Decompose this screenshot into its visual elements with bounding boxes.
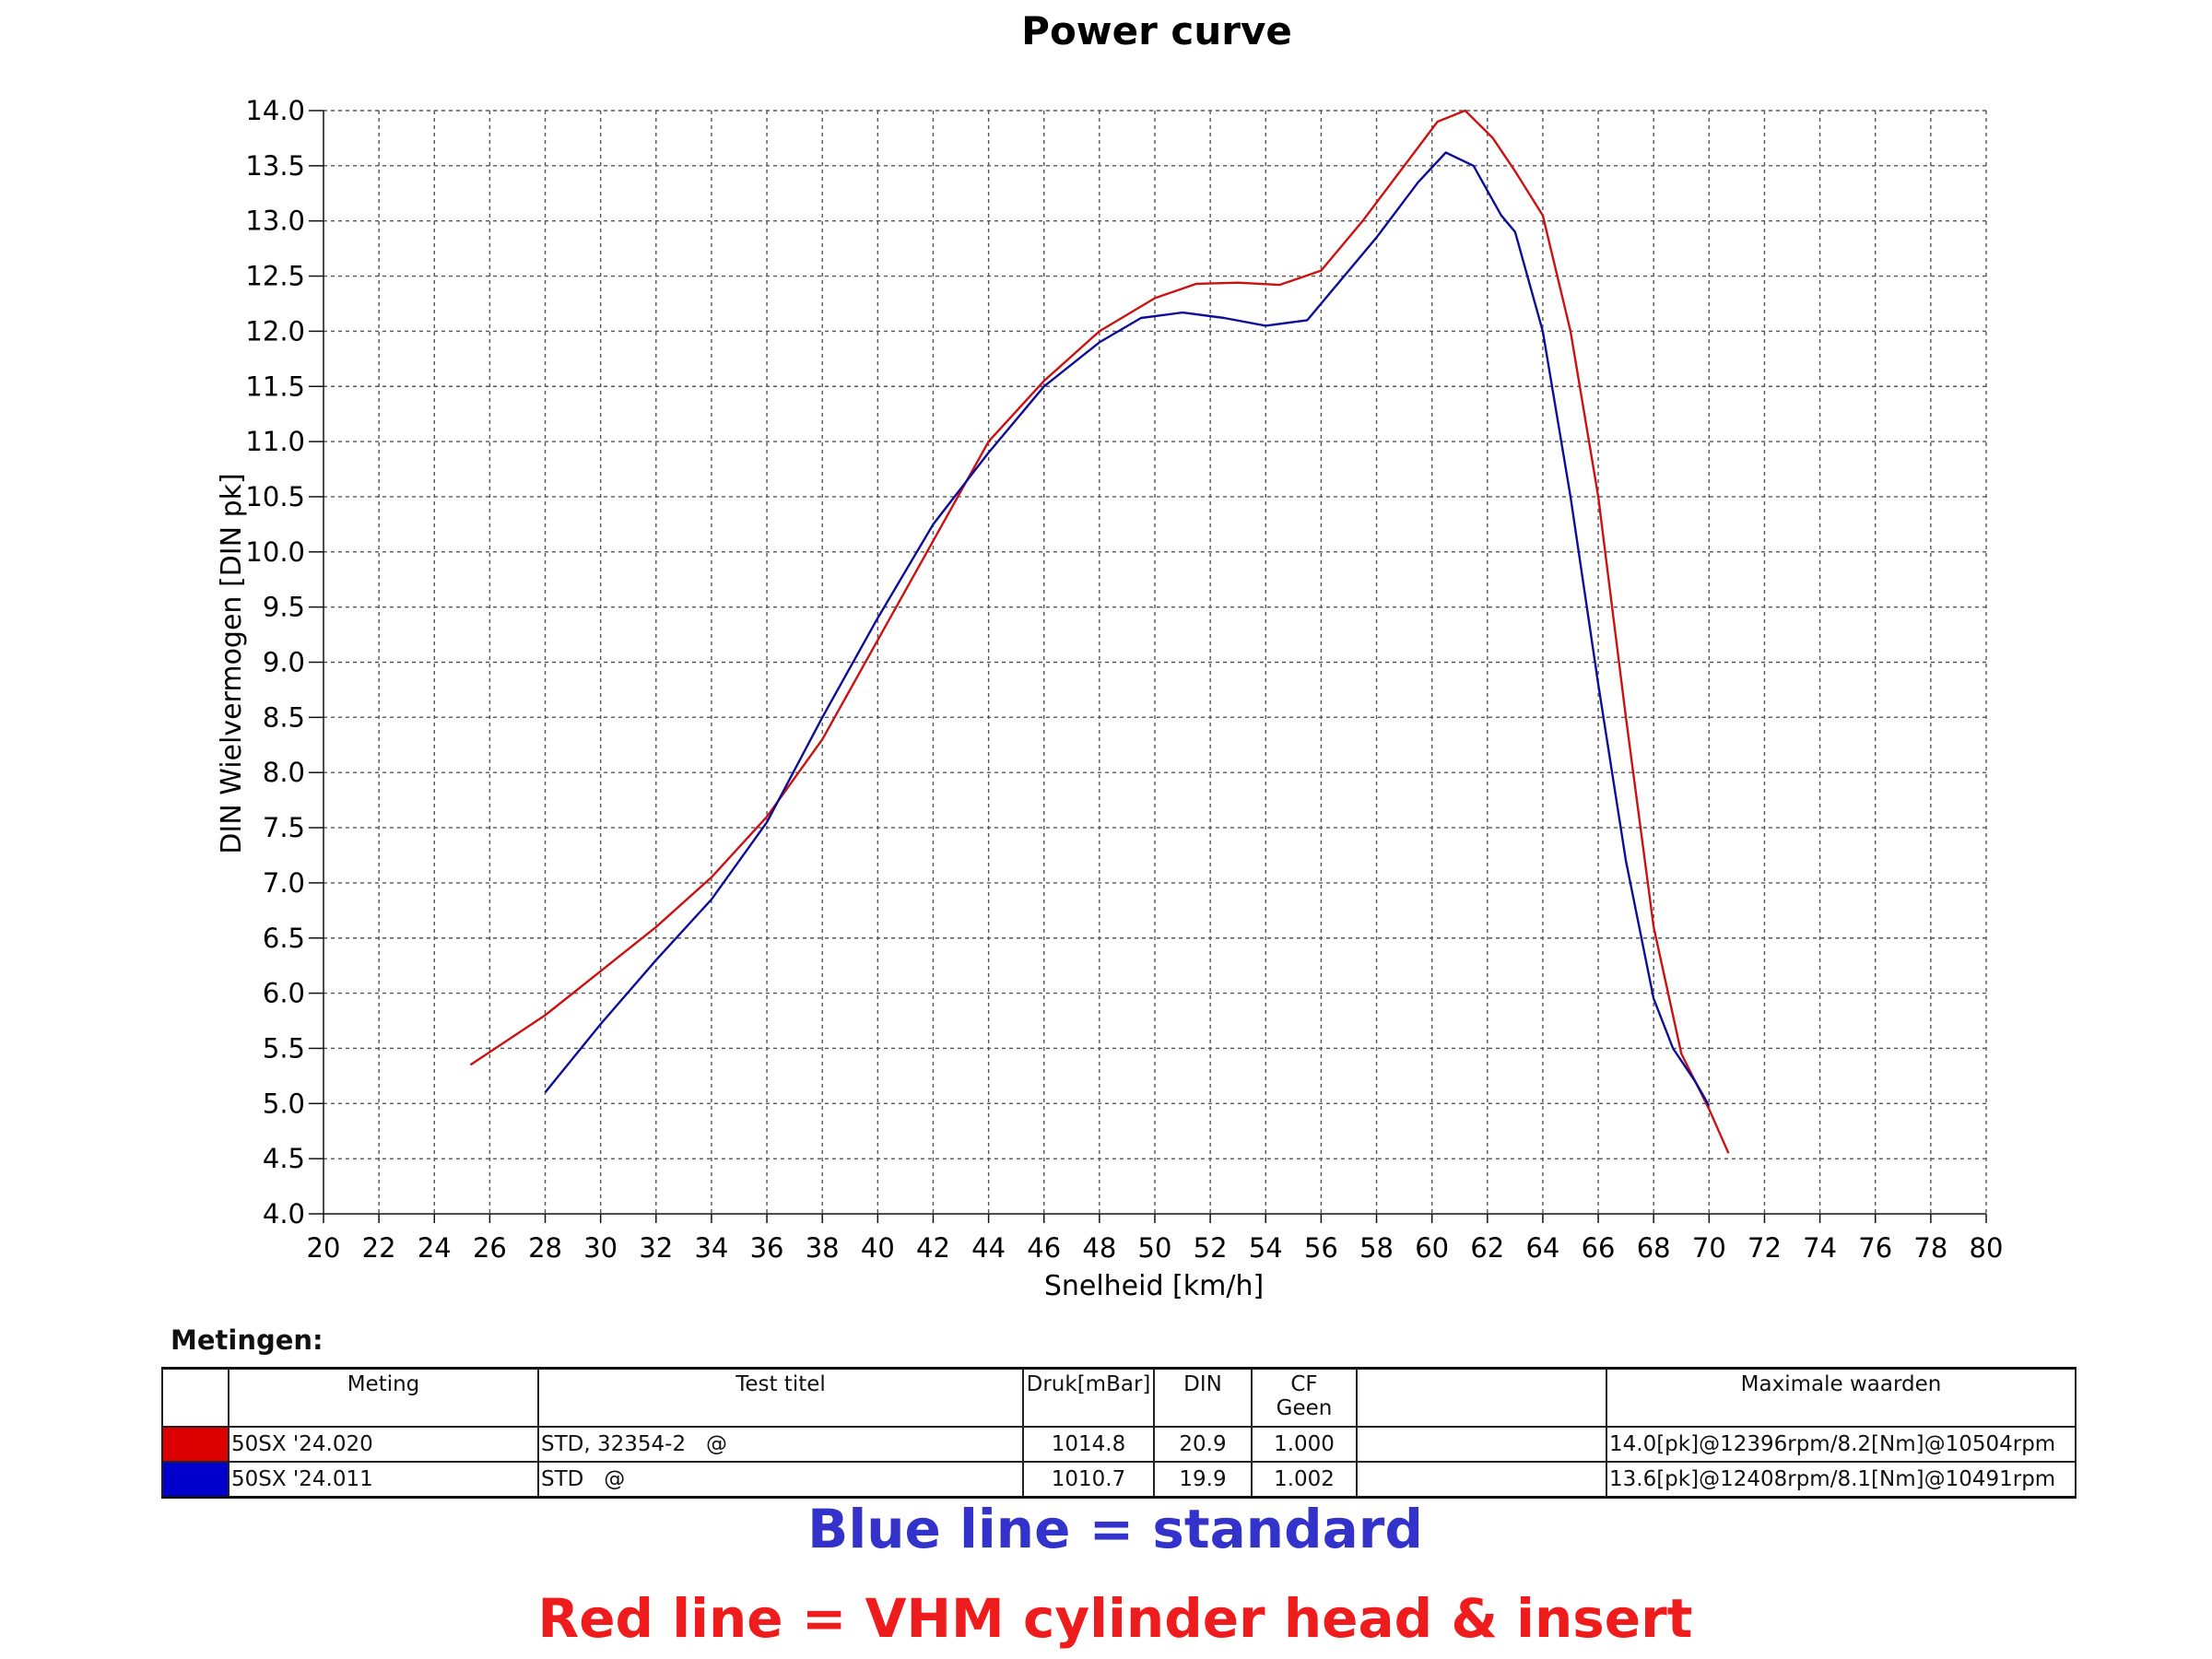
- y-tick-label: 7.5: [263, 812, 305, 843]
- table-header-row: Meting Test titel Druk[mBar] DIN CF Geen …: [161, 1367, 2077, 1428]
- y-tick-label: 13.5: [245, 150, 305, 182]
- test-title-cell: STD @: [537, 1461, 1024, 1499]
- y-tick-label: 11.0: [245, 426, 305, 457]
- blank-cell: [1356, 1426, 1607, 1463]
- x-tick-label: 36: [750, 1232, 784, 1264]
- x-tick-label: 58: [1359, 1232, 1394, 1264]
- chart-axes: [309, 110, 1987, 1223]
- test-title-column-header: Test titel: [537, 1367, 1024, 1428]
- x-tick-label: 76: [1858, 1232, 1892, 1264]
- max-values-cell: 13.6[pk]@12408rpm/8.1[Nm]@10491rpm: [1606, 1461, 2077, 1499]
- x-axis-ticks: 20 22 24 26 28 30 32 34 36 38 40 42 44 46 48 50 52 54 56 58…: [307, 1232, 2004, 1264]
- y-tick-label: 9.5: [263, 592, 305, 623]
- max-values-cell: 14.0[pk]@12396rpm/8.2[Nm]@10504rpm: [1606, 1426, 2077, 1463]
- x-tick-label: 44: [971, 1232, 1006, 1264]
- y-tick-label: 7.0: [263, 867, 305, 899]
- cf-cell: 1.000: [1251, 1426, 1358, 1463]
- x-tick-label: 72: [1747, 1232, 1782, 1264]
- table-row: 50SX '24.011 STD @ 1010.7 19.9 1.002 13.…: [161, 1461, 2077, 1499]
- y-tick-label: 12.0: [245, 315, 305, 347]
- cf-cell: 1.002: [1251, 1461, 1358, 1499]
- x-tick-label: 78: [1913, 1232, 1947, 1264]
- meting-cell: 50SX '24.020: [228, 1426, 539, 1463]
- blue-line-caption: Blue line = standard: [807, 1498, 1423, 1560]
- chart-series: [469, 109, 1730, 1154]
- x-tick-label: 52: [1194, 1232, 1228, 1264]
- pressure-cell: 1014.8: [1022, 1426, 1155, 1463]
- cf-header-sublabel: Geen: [1276, 1396, 1333, 1420]
- max-values-column-header: Maximale waarden: [1606, 1367, 2077, 1428]
- color-column-header: [161, 1367, 229, 1428]
- power-curve-chart: Power curve 14.0 13.5 13.0 12.5 12.0 11.5 11.0…: [216, 8, 2004, 1302]
- y-tick-label: 6.0: [263, 978, 305, 1009]
- y-tick-label: 8.5: [263, 701, 305, 733]
- series-color-swatch-blue: [161, 1461, 229, 1499]
- x-tick-label: 26: [473, 1232, 507, 1264]
- x-tick-label: 28: [528, 1232, 562, 1264]
- measurements-title: Metingen:: [171, 1324, 324, 1356]
- red-series-line: [469, 109, 1730, 1154]
- x-tick-label: 60: [1415, 1232, 1449, 1264]
- x-tick-label: 48: [1082, 1232, 1116, 1264]
- y-tick-label: 12.5: [245, 261, 305, 292]
- x-tick-label: 46: [1027, 1232, 1061, 1264]
- y-tick-label: 4.0: [263, 1198, 305, 1230]
- measurements-table: Meting Test titel Druk[mBar] DIN CF Geen …: [161, 1367, 2077, 1499]
- x-tick-label: 34: [694, 1232, 728, 1264]
- blank-cell: [1356, 1461, 1607, 1499]
- pressure-column-header: Druk[mBar]: [1022, 1367, 1155, 1428]
- chart-title: Power curve: [1021, 8, 1292, 53]
- din-column-header: DIN: [1153, 1367, 1253, 1428]
- x-tick-label: 42: [916, 1232, 950, 1264]
- test-title-cell: STD, 32354-2 @: [537, 1426, 1024, 1463]
- cf-header-label: CF: [1290, 1372, 1318, 1396]
- y-tick-label: 10.0: [245, 536, 305, 568]
- y-tick-label: 8.0: [263, 757, 305, 788]
- x-tick-label: 32: [639, 1232, 673, 1264]
- x-tick-label: 62: [1470, 1232, 1504, 1264]
- y-axis-ticks: 14.0 13.5 13.0 12.5 12.0 11.5 11.0 10.5 10.0 9.5 9…: [245, 95, 305, 1230]
- y-tick-label: 10.5: [245, 481, 305, 512]
- meting-cell: 50SX '24.011: [228, 1461, 539, 1499]
- y-tick-label: 11.5: [245, 371, 305, 402]
- cf-column-header: CF Geen: [1251, 1367, 1358, 1428]
- chart-grid: [324, 110, 1987, 1214]
- x-tick-label: 22: [362, 1232, 396, 1264]
- meting-column-header: Meting: [228, 1367, 539, 1428]
- y-tick-label: 9.0: [263, 647, 305, 678]
- blue-series-line: [544, 151, 1711, 1107]
- x-tick-label: 24: [418, 1232, 452, 1264]
- table-row: 50SX '24.020 STD, 32354-2 @ 1014.8 20.9 …: [161, 1426, 2077, 1463]
- y-tick-label: 5.0: [263, 1088, 305, 1119]
- y-tick-label: 4.5: [263, 1143, 305, 1174]
- x-tick-label: 64: [1525, 1232, 1559, 1264]
- y-tick-label: 6.5: [263, 923, 305, 954]
- x-tick-label: 66: [1582, 1232, 1616, 1264]
- x-tick-label: 56: [1304, 1232, 1338, 1264]
- din-cell: 20.9: [1153, 1426, 1253, 1463]
- x-tick-label: 40: [861, 1232, 895, 1264]
- din-cell: 19.9: [1153, 1461, 1253, 1499]
- y-tick-label: 5.5: [263, 1032, 305, 1064]
- x-tick-label: 80: [1970, 1232, 2004, 1264]
- x-tick-label: 38: [806, 1232, 840, 1264]
- y-tick-label: 13.0: [245, 206, 305, 237]
- red-line-caption: Red line = VHM cylinder head & insert: [537, 1587, 1693, 1650]
- pressure-cell: 1010.7: [1022, 1461, 1155, 1499]
- x-axis-label: Snelheid [km/h]: [1044, 1270, 1264, 1302]
- x-tick-label: 30: [583, 1232, 618, 1264]
- blank-column-header: [1356, 1367, 1607, 1428]
- series-color-swatch-red: [161, 1426, 229, 1463]
- y-tick-label: 14.0: [245, 95, 305, 126]
- x-tick-label: 50: [1138, 1232, 1172, 1264]
- x-tick-label: 68: [1637, 1232, 1671, 1264]
- x-tick-label: 54: [1249, 1232, 1283, 1264]
- x-tick-label: 74: [1803, 1232, 1837, 1264]
- x-tick-label: 70: [1692, 1232, 1726, 1264]
- x-tick-label: 20: [307, 1232, 341, 1264]
- y-axis-label: DIN Wielvermogen [DIN pk]: [216, 473, 248, 853]
